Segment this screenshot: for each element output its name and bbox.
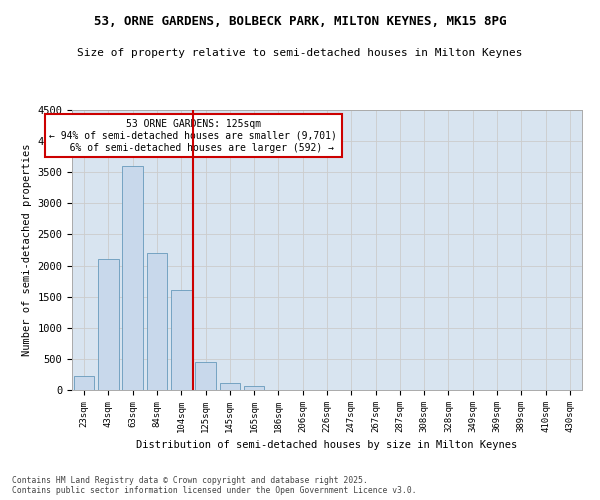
Text: 53, ORNE GARDENS, BOLBECK PARK, MILTON KEYNES, MK15 8PG: 53, ORNE GARDENS, BOLBECK PARK, MILTON K… <box>94 15 506 28</box>
Bar <box>98 260 119 390</box>
Bar <box>195 362 216 390</box>
Bar <box>171 290 191 390</box>
Bar <box>122 166 143 390</box>
Text: Contains HM Land Registry data © Crown copyright and database right 2025.
Contai: Contains HM Land Registry data © Crown c… <box>12 476 416 495</box>
Bar <box>74 376 94 390</box>
Y-axis label: Number of semi-detached properties: Number of semi-detached properties <box>22 144 32 356</box>
Text: 53 ORNE GARDENS: 125sqm
← 94% of semi-detached houses are smaller (9,701)
   6% : 53 ORNE GARDENS: 125sqm ← 94% of semi-de… <box>49 120 337 152</box>
Text: Size of property relative to semi-detached houses in Milton Keynes: Size of property relative to semi-detach… <box>77 48 523 58</box>
Bar <box>146 253 167 390</box>
X-axis label: Distribution of semi-detached houses by size in Milton Keynes: Distribution of semi-detached houses by … <box>136 440 518 450</box>
Bar <box>220 382 240 390</box>
Bar <box>244 386 265 390</box>
